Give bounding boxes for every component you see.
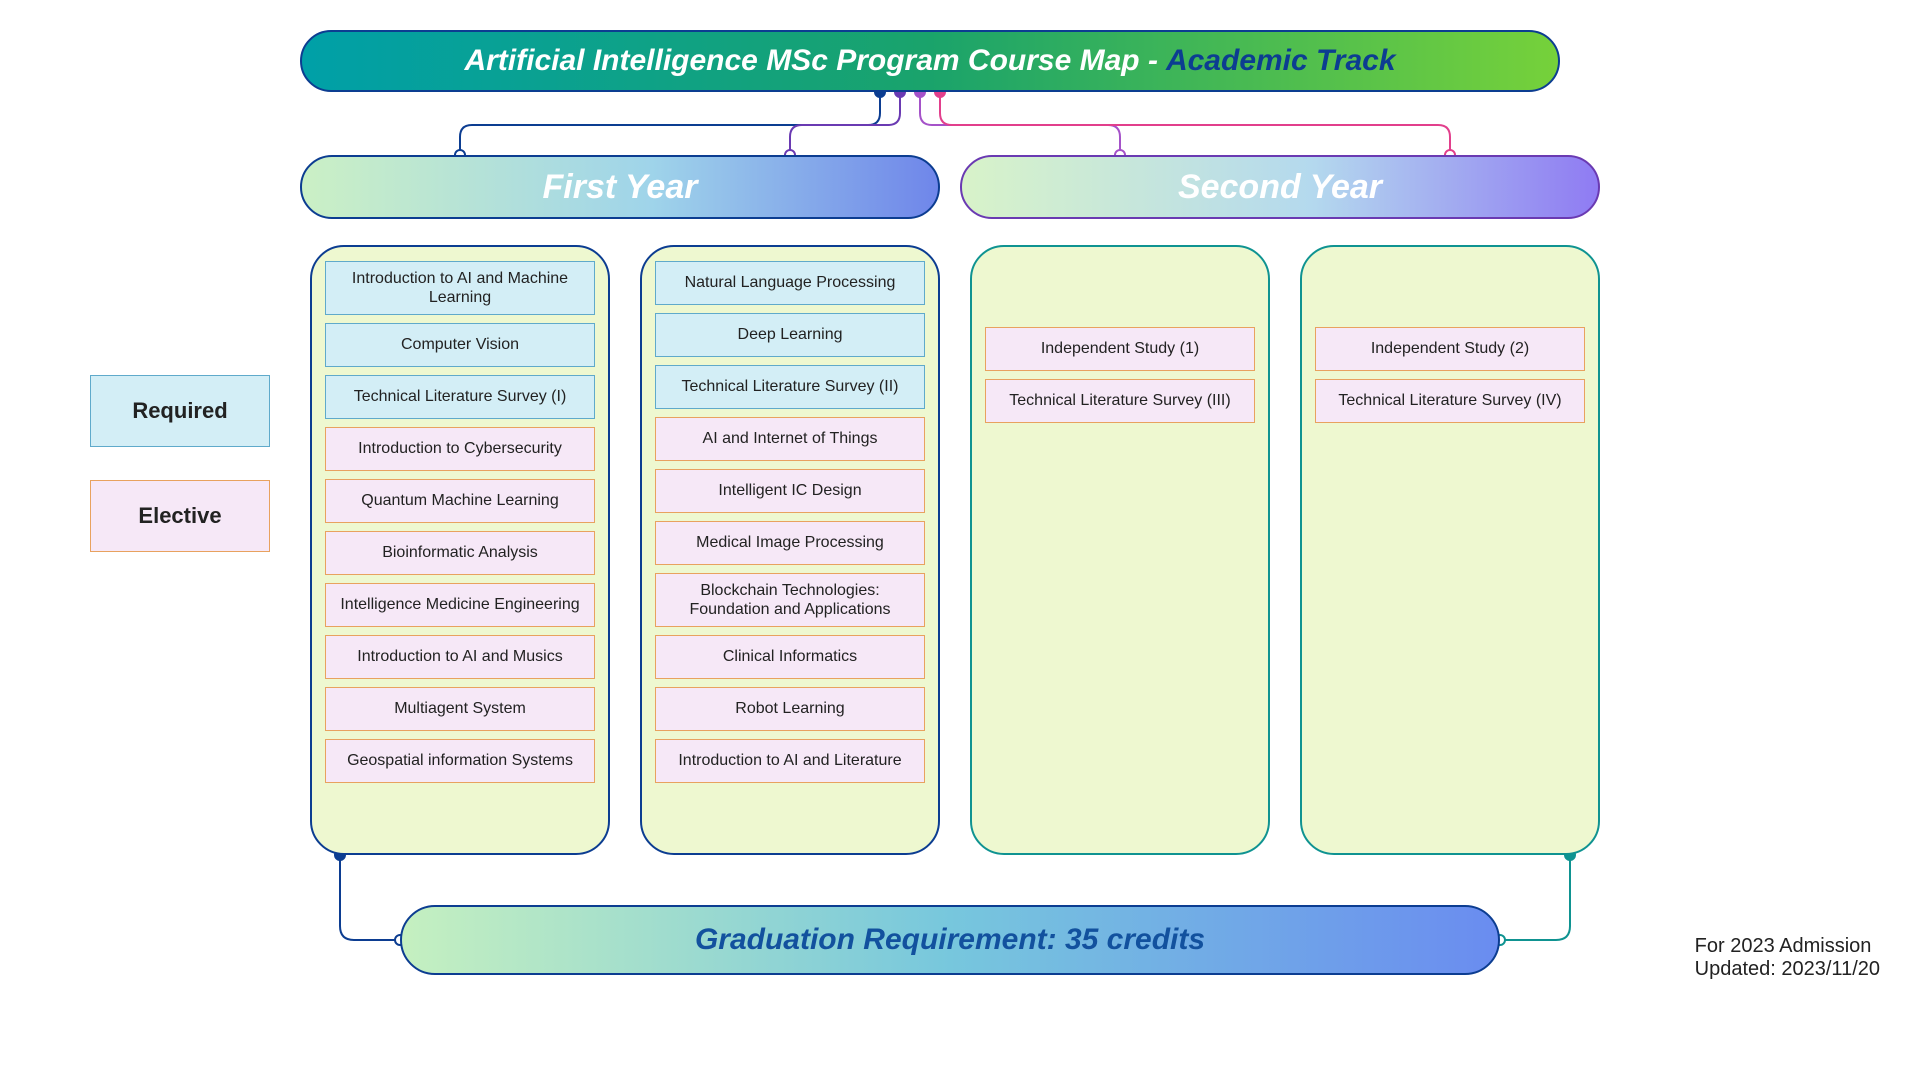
semester-column-4: Independent Study (2) Technical Literatur… xyxy=(1300,245,1600,855)
course-item: Deep Learning xyxy=(655,313,925,357)
semester-column-1: Introduction to AI and Machine Learning C… xyxy=(310,245,610,855)
footer-notes: For 2023 Admission Updated: 2023/11/20 xyxy=(1695,935,1880,981)
course-item: Introduction to AI and Musics xyxy=(325,635,595,679)
title-accent: Academic Track xyxy=(1166,44,1396,78)
course-item: Multiagent System xyxy=(325,687,595,731)
course-item: Introduction to AI and Machine Learning xyxy=(325,261,595,315)
semester-column-2: Natural Language Processing Deep Learning… xyxy=(640,245,940,855)
course-map-diagram: Artificial Intelligence MSc Program Cour… xyxy=(0,0,1920,1080)
footer-text: Graduation Requirement: 35 credits xyxy=(695,923,1205,957)
course-item: Independent Study (1) xyxy=(985,327,1255,371)
course-item: Computer Vision xyxy=(325,323,595,367)
course-item: Blockchain Technologies: Foundation and … xyxy=(655,573,925,627)
course-item: Natural Language Processing xyxy=(655,261,925,305)
course-item: Technical Literature Survey (II) xyxy=(655,365,925,409)
legend-required: Required xyxy=(90,375,270,447)
year-second-label: Second Year xyxy=(1178,168,1382,207)
course-item: Robot Learning xyxy=(655,687,925,731)
course-item: Introduction to Cybersecurity xyxy=(325,427,595,471)
note-updated: Updated: 2023/11/20 xyxy=(1695,958,1880,981)
course-item: Geospatial information Systems xyxy=(325,739,595,783)
course-item: Medical Image Processing xyxy=(655,521,925,565)
course-item: Bioinformatic Analysis xyxy=(325,531,595,575)
course-item: Technical Literature Survey (IV) xyxy=(1315,379,1585,423)
title-bar: Artificial Intelligence MSc Program Cour… xyxy=(300,30,1560,92)
footer-bar: Graduation Requirement: 35 credits xyxy=(400,905,1500,975)
legend-elective-label: Elective xyxy=(138,503,221,529)
course-item: Intelligence Medicine Engineering xyxy=(325,583,595,627)
year-first-header: First Year xyxy=(300,155,940,219)
course-item: Technical Literature Survey (I) xyxy=(325,375,595,419)
course-item: AI and Internet of Things xyxy=(655,417,925,461)
year-second-header: Second Year xyxy=(960,155,1600,219)
course-item: Independent Study (2) xyxy=(1315,327,1585,371)
course-item: Clinical Informatics xyxy=(655,635,925,679)
course-item: Technical Literature Survey (III) xyxy=(985,379,1255,423)
legend-required-label: Required xyxy=(132,398,227,424)
course-item: Introduction to AI and Literature xyxy=(655,739,925,783)
course-item: Intelligent IC Design xyxy=(655,469,925,513)
note-admission: For 2023 Admission xyxy=(1695,935,1880,958)
legend-elective: Elective xyxy=(90,480,270,552)
course-item: Quantum Machine Learning xyxy=(325,479,595,523)
semester-column-3: Independent Study (1) Technical Literatur… xyxy=(970,245,1270,855)
title-main: Artificial Intelligence MSc Program Cour… xyxy=(464,44,1158,78)
year-first-label: First Year xyxy=(543,168,698,207)
